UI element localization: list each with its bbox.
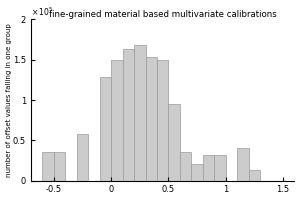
Bar bbox=[180, 152, 191, 181]
Text: $\times\,10^5$: $\times\,10^5$ bbox=[31, 5, 53, 18]
Bar bbox=[77, 134, 88, 181]
Bar bbox=[100, 77, 111, 181]
Bar bbox=[134, 45, 146, 181]
Y-axis label: number of offset values falling in one group: number of offset values falling in one g… bbox=[6, 23, 12, 177]
Bar bbox=[42, 152, 54, 181]
Bar bbox=[157, 60, 168, 181]
Bar bbox=[168, 104, 180, 181]
Bar bbox=[111, 60, 123, 181]
Bar bbox=[237, 148, 249, 181]
Bar bbox=[191, 164, 203, 181]
Bar bbox=[214, 155, 226, 181]
Bar bbox=[123, 49, 134, 181]
Bar bbox=[54, 152, 65, 181]
Bar bbox=[249, 170, 260, 181]
Bar bbox=[203, 155, 214, 181]
Bar bbox=[146, 57, 157, 181]
Title: fine-grained material based multivariate calibrations: fine-grained material based multivariate… bbox=[49, 10, 277, 19]
